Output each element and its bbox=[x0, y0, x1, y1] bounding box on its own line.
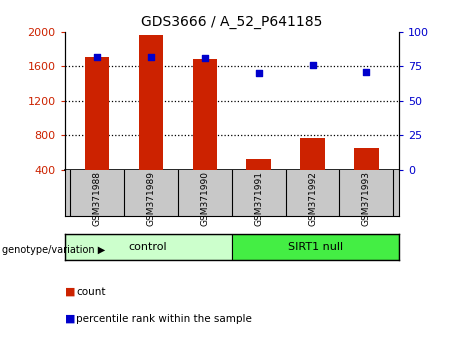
Text: SIRT1 null: SIRT1 null bbox=[288, 242, 343, 252]
Text: GSM371993: GSM371993 bbox=[362, 171, 371, 226]
Text: GSM371990: GSM371990 bbox=[200, 171, 209, 226]
Text: genotype/variation ▶: genotype/variation ▶ bbox=[2, 245, 106, 255]
Bar bbox=[231, 234, 399, 260]
Title: GDS3666 / A_52_P641185: GDS3666 / A_52_P641185 bbox=[141, 16, 322, 29]
Bar bbox=[139, 35, 163, 170]
Text: GSM371992: GSM371992 bbox=[308, 171, 317, 226]
Bar bbox=[247, 159, 271, 170]
Point bbox=[255, 70, 262, 76]
Text: GSM371989: GSM371989 bbox=[146, 171, 155, 226]
Bar bbox=[355, 148, 378, 170]
Bar bbox=[65, 234, 231, 260]
Point bbox=[93, 54, 100, 59]
Point bbox=[201, 55, 208, 61]
Text: ■: ■ bbox=[65, 314, 75, 324]
Bar bbox=[85, 57, 109, 170]
Bar bbox=[193, 59, 217, 170]
Text: count: count bbox=[76, 287, 106, 297]
Text: percentile rank within the sample: percentile rank within the sample bbox=[76, 314, 252, 324]
Bar bbox=[301, 138, 325, 170]
Text: GSM371991: GSM371991 bbox=[254, 171, 263, 226]
Text: control: control bbox=[129, 242, 167, 252]
Text: GSM371988: GSM371988 bbox=[92, 171, 101, 226]
Text: ■: ■ bbox=[65, 287, 75, 297]
Point bbox=[363, 69, 370, 75]
Point bbox=[147, 54, 154, 59]
Point bbox=[309, 62, 316, 68]
